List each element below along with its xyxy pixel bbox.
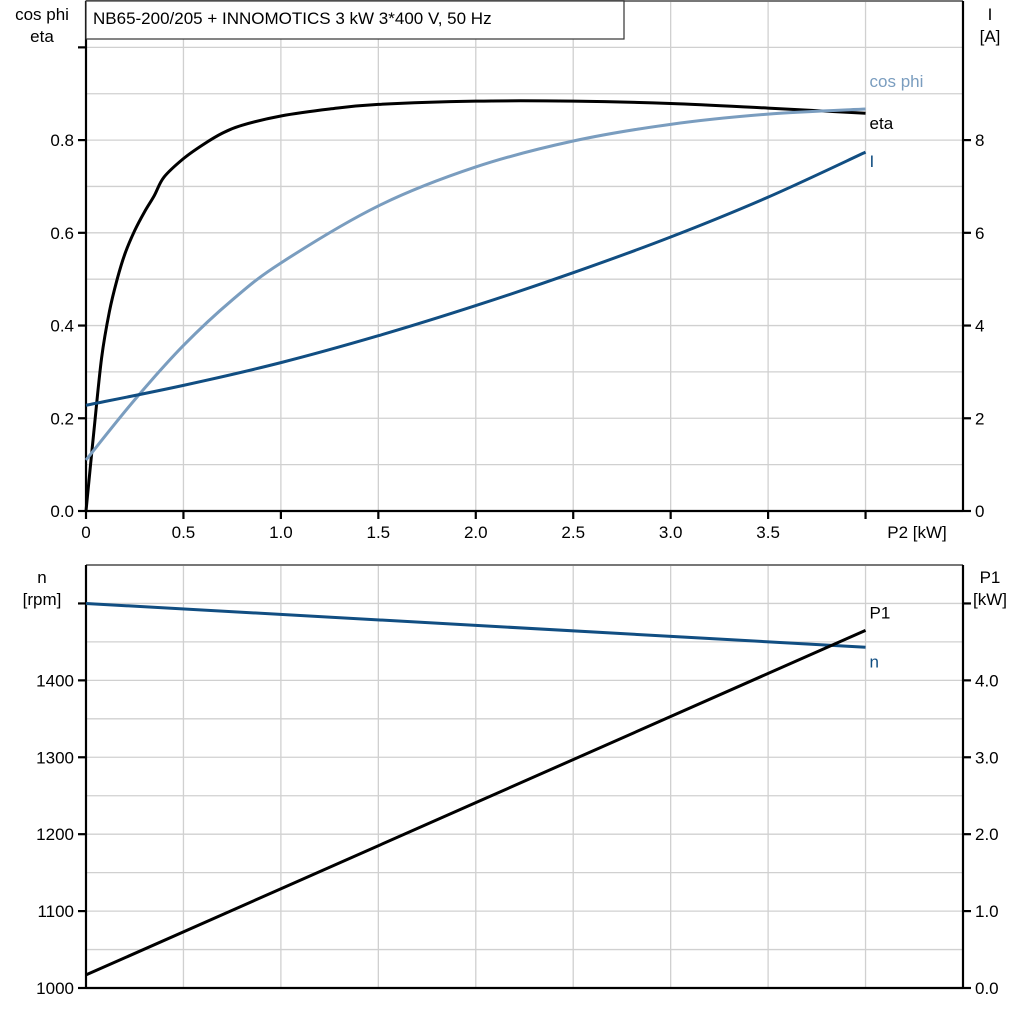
y-right-tick-label: 6 [975, 224, 984, 243]
x-tick-label: 1.0 [269, 523, 293, 542]
y-left-label-2: eta [30, 27, 54, 46]
y-left-tick-label: 1000 [36, 979, 74, 998]
x-tick-label: 2.0 [464, 523, 488, 542]
y-left-tick-label: 0.0 [50, 502, 74, 521]
series-line-n [85, 601, 866, 649]
x-tick-label: 2.5 [561, 523, 585, 542]
y-right-tick-label: 0.0 [975, 979, 999, 998]
x-tick-label: 3.0 [659, 523, 683, 542]
x-tick-label: 3.5 [756, 523, 780, 542]
y-left-tick-label: 0.2 [50, 409, 74, 428]
y-right-label-2: [kW] [973, 590, 1007, 609]
y-right-tick-label: 2.0 [975, 825, 999, 844]
y-right-tick-label: 2 [975, 409, 984, 428]
series-label-eta: eta [870, 114, 894, 133]
y-left-tick-label: 0.4 [50, 317, 74, 336]
x-tick-label: 1.5 [367, 523, 391, 542]
title-box [85, 0, 625, 40]
y-right-tick-label: 3.0 [975, 748, 999, 767]
y-right-label-1: P1 [980, 568, 1001, 587]
y-right-label-1: I [988, 5, 993, 24]
y-right-label-2: [A] [980, 27, 1001, 46]
y-left-tick-label: 1400 [36, 671, 74, 690]
panel-top: 0.0 0.2 0.4 0.6 0.8 0 2 4 6 8 cos phi eta I [A] 0 0.5 1.… [15, 0, 1001, 542]
y-left-tick-label: 0.6 [50, 224, 74, 243]
y-left-label-1: n [37, 568, 46, 587]
series-label-p1: P1 [870, 603, 891, 622]
y-right-tick-label: 4.0 [975, 671, 999, 690]
y-left-tick-label: 1100 [37, 902, 74, 921]
x-tick-label: 0.5 [172, 523, 196, 542]
series-line-i [85, 150, 867, 407]
y-left-label-1: cos phi [15, 5, 69, 24]
series-label-cos-phi: cos phi [870, 72, 924, 91]
series-label-n: n [870, 652, 879, 671]
chart-title: NB65-200/205 + INNOMOTICS 3 kW 3*400 V, … [93, 9, 492, 28]
y-right-tick-label: 1.0 [975, 902, 999, 921]
y-right-tick-label: 8 [975, 131, 984, 150]
series-line-cos-phi [84, 107, 866, 461]
series-line-eta [84, 99, 866, 512]
y-left-tick-label: 1200 [36, 825, 74, 844]
x-tick-label: 0 [81, 523, 90, 542]
panel-bottom: 1000 1100 1200 1300 1400 0.0 1.0 2.0 3.0 4.0 n [rpm… [23, 564, 1007, 998]
y-left-tick-label: 1300 [36, 748, 74, 767]
y-left-label-2: [rpm] [23, 590, 62, 609]
y-right-tick-label: 4 [975, 317, 984, 336]
y-right-tick-label: 0 [975, 502, 984, 521]
y-left-tick-label: 0.8 [50, 131, 74, 150]
series-line-p1 [85, 629, 867, 977]
series-label-i: I [870, 152, 875, 171]
x-axis-label: P2 [kW] [887, 523, 947, 542]
